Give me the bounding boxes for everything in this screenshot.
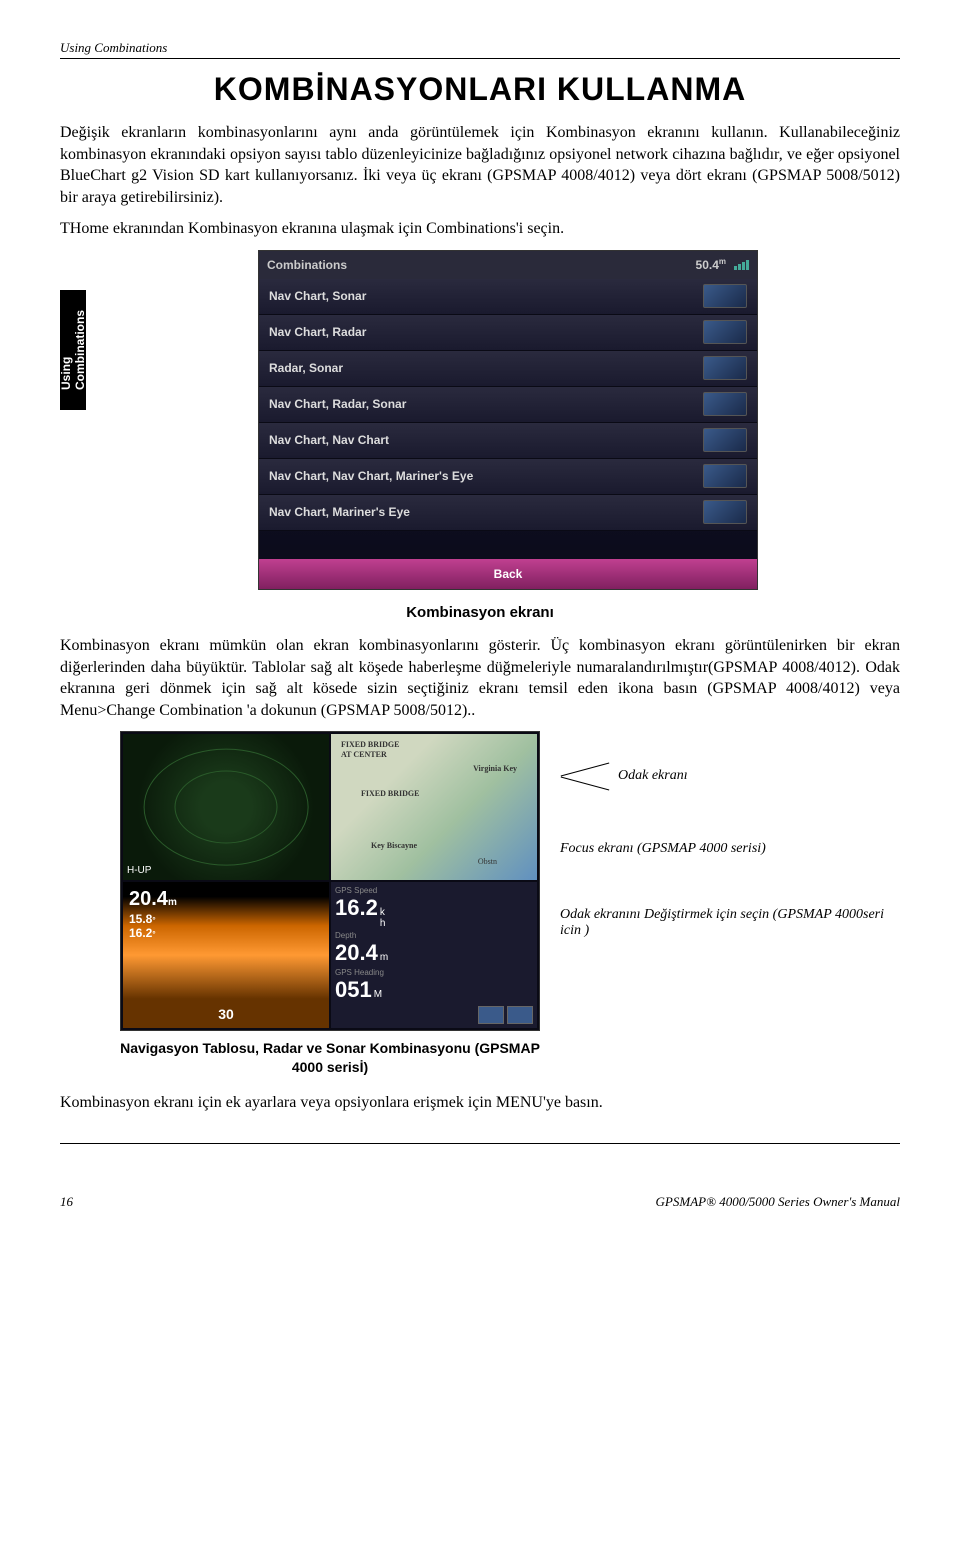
- side-tab: UsingCombinations: [60, 290, 86, 410]
- menu-item-label: Nav Chart, Nav Chart, Mariner's Eye: [269, 469, 473, 483]
- hup-label: H-UP: [127, 865, 151, 876]
- menu-item[interactable]: Nav Chart, Radar: [259, 315, 757, 351]
- menu-item-thumb: [703, 500, 747, 524]
- menu-item-thumb: [703, 464, 747, 488]
- combinations-screenshot: Combinations 50.4m Nav Chart, SonarNav C…: [258, 250, 758, 590]
- page-title: KOMBİNASYONLARI KULLANMA: [60, 71, 900, 108]
- screenshot2-caption: Navigasyon Tablosu, Radar ve Sonar Kombi…: [120, 1039, 540, 1075]
- callout-2: Focus ekranı (GPSMAP 4000 serisi): [560, 841, 766, 857]
- menu-item-thumb: [703, 284, 747, 308]
- menu-item-label: Nav Chart, Nav Chart: [269, 433, 389, 447]
- menu-item-thumb: [703, 320, 747, 344]
- menu-item-thumb: [703, 392, 747, 416]
- page-number: 16: [60, 1194, 73, 1210]
- menu-list: Nav Chart, Sonar Nav Chart, Radar Radar, S…: [259, 279, 757, 531]
- menu-item-label: Radar, Sonar: [269, 361, 343, 375]
- focus-thumb-2[interactable]: [507, 1006, 533, 1024]
- screenshot-titlebar: Combinations 50.4m: [259, 251, 757, 279]
- callout-arrow-icon: [560, 761, 610, 791]
- menu-item[interactable]: Nav Chart, Nav Chart: [259, 423, 757, 459]
- section-label: Using Combinations: [60, 40, 900, 58]
- manual-title: GPSMAP® 4000/5000 Series Owner's Manual: [656, 1194, 900, 1210]
- menu-item[interactable]: Nav Chart, Mariner's Eye: [259, 495, 757, 531]
- menu-item-thumb: [703, 428, 747, 452]
- page-footer: 16 GPSMAP® 4000/5000 Series Owner's Manu…: [60, 1194, 900, 1210]
- menu-item[interactable]: Nav Chart, Sonar: [259, 279, 757, 315]
- callout-labels: Odak ekranı Focus ekranı (GPSMAP 4000 se…: [560, 731, 900, 939]
- menu-item-label: Nav Chart, Radar, Sonar: [269, 397, 406, 411]
- signal-icon: [734, 260, 749, 270]
- header-rule: [60, 58, 900, 59]
- menu-item-label: Nav Chart, Mariner's Eye: [269, 505, 410, 519]
- paragraph-1: Değişik ekranların kombinasyonlarını ayn…: [60, 122, 900, 208]
- menu-item[interactable]: Nav Chart, Nav Chart, Mariner's Eye: [259, 459, 757, 495]
- screenshot1-row: UsingCombinations Combinations 50.4m Nav…: [60, 250, 900, 590]
- menu-item-label: Nav Chart, Radar: [269, 325, 366, 339]
- focus-thumb-1[interactable]: [478, 1006, 504, 1024]
- screenshot2-section: H-UP FIXED BRIDGE AT CENTER Virginia Key…: [60, 731, 900, 1031]
- footer-rule: [60, 1143, 900, 1144]
- menu-item-label: Nav Chart, Sonar: [269, 289, 366, 303]
- menu-item[interactable]: Radar, Sonar: [259, 351, 757, 387]
- side-tab-text: UsingCombinations: [59, 310, 87, 390]
- combination-view-screenshot: H-UP FIXED BRIDGE AT CENTER Virginia Key…: [120, 731, 540, 1031]
- depth-value: 50.4m: [696, 257, 726, 272]
- screenshot-title: Combinations: [267, 258, 347, 272]
- paragraph-3: Kombinasyon ekranı mümkün olan ekran kom…: [60, 635, 900, 721]
- back-button[interactable]: Back: [259, 559, 757, 589]
- paragraph-2: THome ekranından Kombinasyon ekranına ul…: [60, 218, 900, 240]
- menu-item[interactable]: Nav Chart, Radar, Sonar: [259, 387, 757, 423]
- radar-panel: H-UP: [123, 734, 329, 880]
- paragraph-4: Kombinasyon ekranı için ek ayarlara veya…: [60, 1092, 900, 1114]
- callout-3: Odak ekranını Değiştirmek için seçin (GP…: [560, 907, 900, 939]
- map-panel: FIXED BRIDGE AT CENTER Virginia Key FIXE…: [331, 734, 537, 880]
- menu-item-thumb: [703, 356, 747, 380]
- sonar-panel: 20.4m 15.8° 16.2° 30: [123, 882, 329, 1028]
- data-panel: GPS Speed 16.2kh Depth 20.4m GPS Heading…: [331, 882, 537, 1028]
- callout-1: Odak ekranı: [618, 768, 688, 784]
- screenshot1-caption: Kombinasyon ekranı: [60, 604, 900, 621]
- page-header: Using Combinations: [60, 40, 900, 59]
